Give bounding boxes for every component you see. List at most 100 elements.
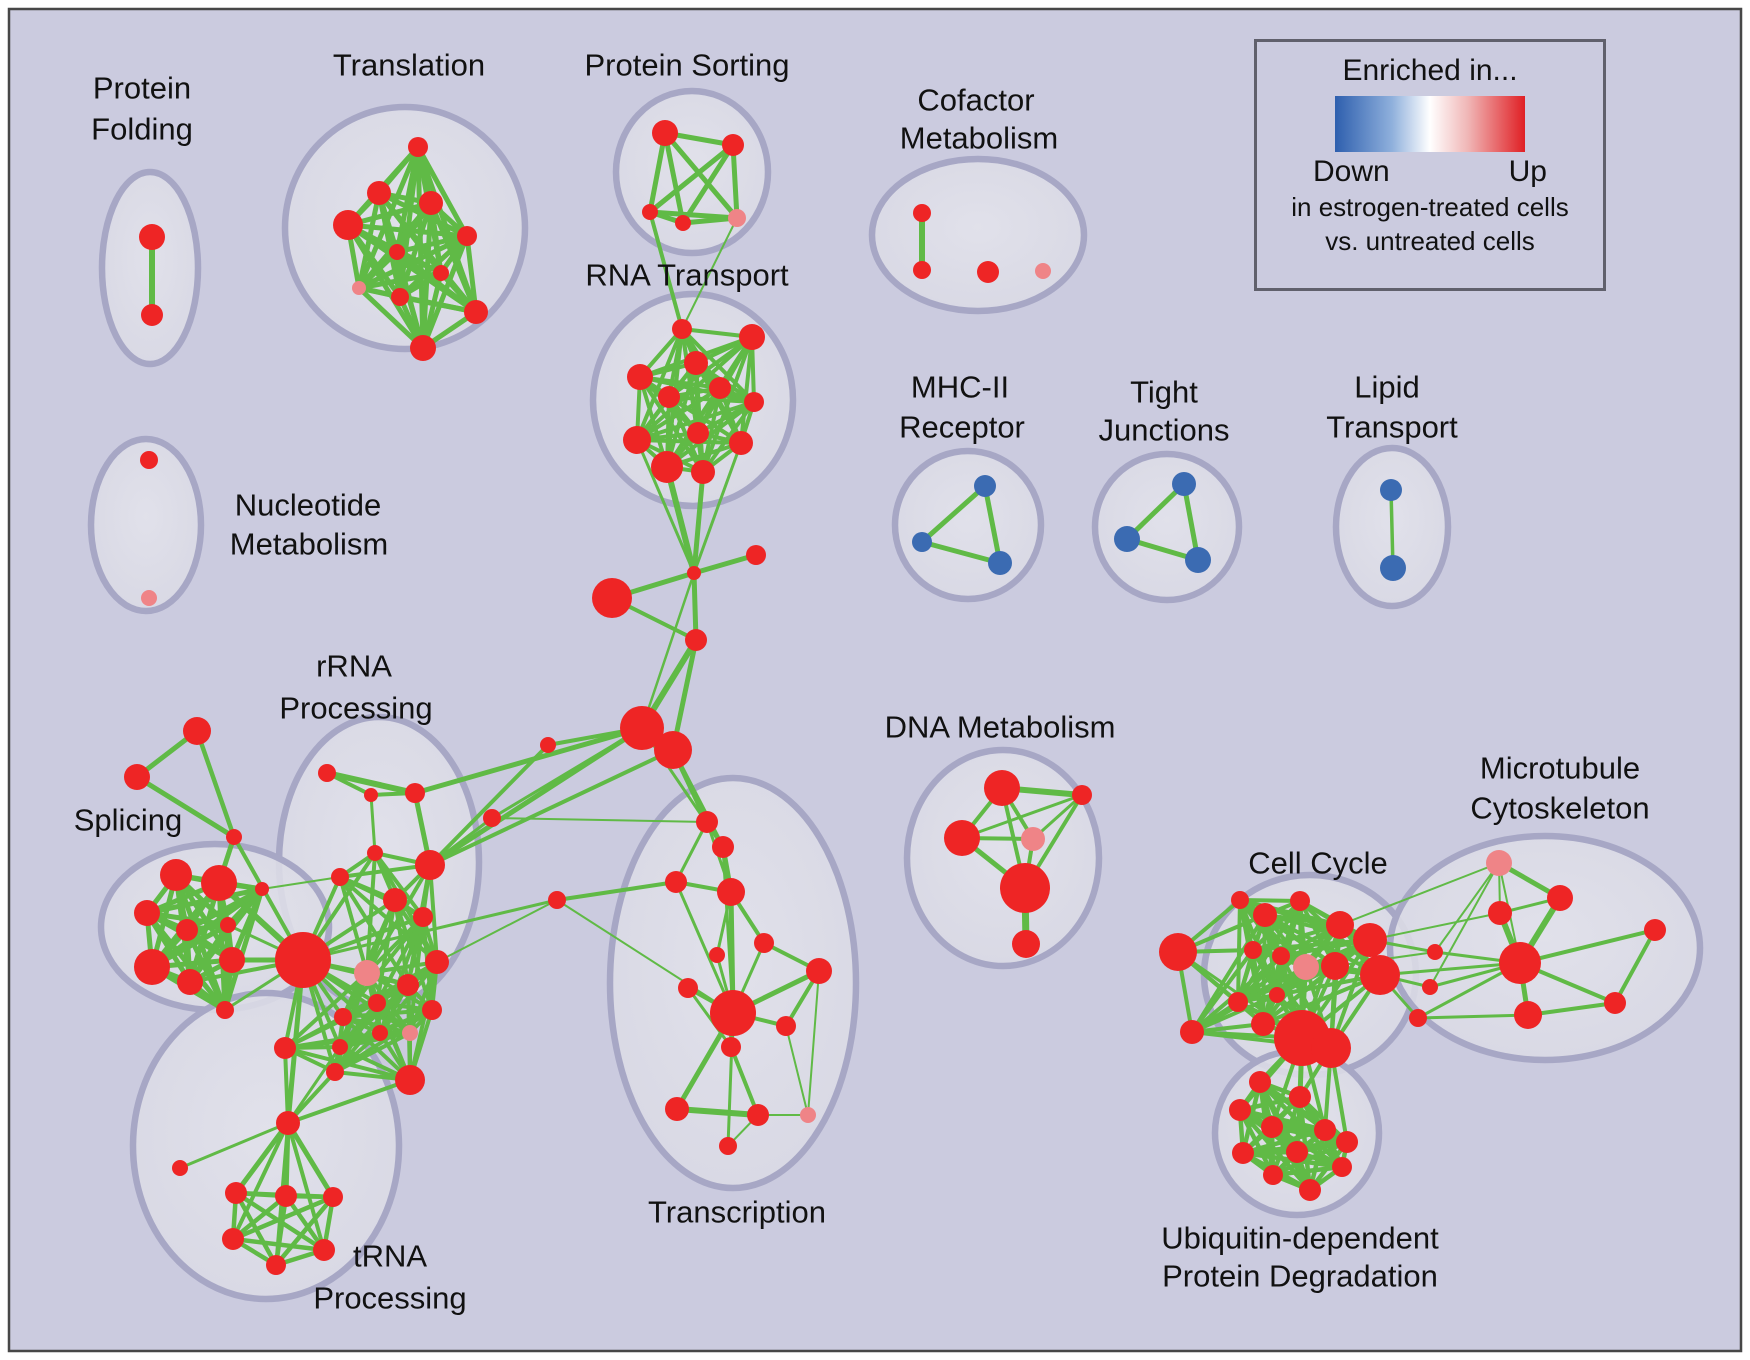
node-cc1 (1231, 891, 1249, 909)
node-tx4 (717, 878, 745, 906)
edge (1378, 961, 1522, 977)
edge (635, 438, 696, 575)
edge (144, 910, 228, 1013)
node-ps4 (675, 215, 691, 231)
node-cm4 (1035, 263, 1051, 279)
node-sp10 (134, 949, 170, 985)
node-sp6 (134, 900, 160, 926)
edge (1240, 1127, 1328, 1156)
node-tx5 (754, 933, 774, 953)
node-mc9 (548, 891, 566, 909)
node-cc7 (1272, 947, 1290, 965)
node-rt11 (651, 451, 683, 483)
edge (397, 233, 470, 300)
node-rr3 (405, 783, 425, 803)
edge (1261, 973, 1382, 1026)
edge (397, 294, 479, 315)
cluster-ellipse-cofactor-metabolism (868, 155, 1088, 315)
edge (638, 375, 756, 404)
node-rr15 (402, 1025, 418, 1041)
cluster-label-lipid-transport: Lipid (1354, 370, 1420, 405)
node-cc12 (1269, 987, 1285, 1003)
node-mc1 (687, 566, 701, 580)
node-t6 (389, 244, 405, 260)
node-cc8 (1293, 954, 1319, 980)
edge (1389, 488, 1395, 570)
edge (345, 222, 426, 351)
node-cc4 (1326, 911, 1354, 939)
node-mt10 (1409, 1009, 1427, 1027)
edge (1261, 964, 1337, 1026)
node-rr18 (274, 1037, 296, 1059)
edge (1429, 862, 1500, 988)
node-nm1 (140, 451, 158, 469)
node-tx1 (696, 811, 718, 833)
legend-title: Enriched in... (1342, 54, 1518, 87)
node-t11 (410, 335, 436, 361)
node-t3 (333, 210, 363, 240)
node-t4 (419, 191, 443, 215)
edge (134, 774, 237, 840)
node-rr19 (326, 1063, 344, 1081)
cluster-label-lipid-transport: Transport (1326, 410, 1458, 445)
cluster-label-trna-processing: Processing (313, 1281, 466, 1316)
node-rt2 (739, 324, 765, 350)
edge (436, 899, 558, 963)
cluster-label-tight-junctions: Tight (1130, 375, 1198, 410)
node-cc2 (1253, 903, 1277, 927)
node-cc13 (1251, 1012, 1275, 1036)
node-rr10 (334, 1008, 352, 1026)
edge (286, 1078, 412, 1125)
edge (1518, 928, 1657, 965)
edge (555, 880, 678, 902)
node-rt6 (658, 386, 680, 408)
edge (338, 960, 439, 1049)
node-ub5 (1314, 1119, 1336, 1141)
node-cc11 (1228, 992, 1248, 1012)
node-tx15 (719, 1137, 737, 1155)
edge (662, 130, 686, 226)
cluster-label-protein-folding: Folding (91, 112, 193, 147)
node-sp1 (183, 717, 211, 745)
edge (491, 817, 708, 823)
edge (261, 876, 341, 890)
edge (691, 570, 699, 643)
node-mt3 (1547, 885, 1573, 911)
edge (640, 571, 696, 730)
cluster-label-nucleotide-metabolism: Nucleotide (235, 488, 381, 523)
node-rr2 (364, 788, 378, 802)
node-tx12 (665, 1097, 689, 1121)
edge (919, 539, 1003, 566)
node-mt1 (1486, 850, 1512, 876)
edge (428, 743, 550, 867)
node-rr5 (367, 845, 383, 861)
cluster-ellipse-nucleotide-metabolism (87, 435, 205, 615)
node-rr9 (354, 960, 380, 986)
node-rr14 (422, 1000, 442, 1020)
node-mc6 (654, 731, 692, 769)
node-rt3 (684, 351, 708, 375)
node-dm4 (1021, 827, 1045, 851)
cluster-label-dna-metabolism: DNA Metabolism (885, 710, 1116, 745)
edge (178, 1121, 290, 1170)
edge (1526, 1001, 1617, 1017)
edge (721, 845, 735, 1015)
node-trh (276, 1111, 300, 1135)
cluster-labels: Protein Folding Translation Protein Sorting… (74, 48, 1650, 1316)
node-mc2 (746, 545, 766, 565)
node-mc7 (540, 737, 556, 753)
cluster-label-protein-sorting: Protein Sorting (584, 48, 789, 83)
edge (662, 130, 740, 221)
edge (647, 142, 736, 215)
edge (324, 770, 418, 796)
node-rr17 (332, 1039, 348, 1055)
node-dm2 (944, 820, 980, 856)
edge (739, 335, 754, 445)
edge (680, 215, 740, 226)
edge (365, 851, 377, 975)
edge (283, 1046, 290, 1125)
node-tj1 (1172, 472, 1196, 496)
edge (701, 400, 756, 474)
node-tr6 (266, 1255, 286, 1275)
